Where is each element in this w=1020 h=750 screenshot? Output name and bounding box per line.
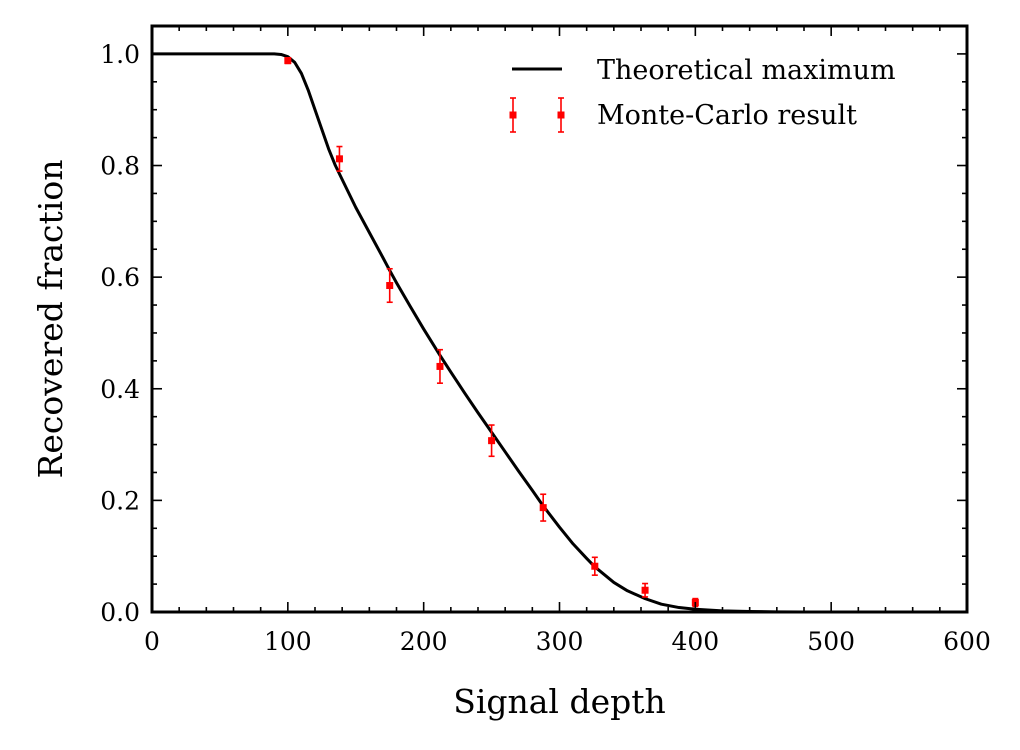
legend-marker [557, 111, 565, 119]
x-tick-label: 500 [807, 627, 855, 656]
y-tick-label: 0.8 [100, 152, 140, 181]
monte-carlo-point [641, 582, 649, 598]
monte-carlo-point [284, 57, 292, 65]
monte-carlo-point [335, 145, 343, 172]
monte-carlo-point [488, 424, 496, 458]
series-theoretical-maximum-line [152, 52, 967, 614]
data-point-marker [386, 282, 394, 290]
x-tick-label: 300 [536, 627, 584, 656]
data-point-marker [436, 362, 444, 370]
legend-label-theoretical: Theoretical maximum [597, 55, 896, 86]
data-point-marker [335, 155, 343, 163]
data-point-marker [641, 586, 649, 594]
x-tick-label: 600 [943, 627, 991, 656]
legend-label-monte-carlo: Monte-Carlo result [597, 100, 857, 131]
legend-marker [509, 111, 517, 119]
data-point-marker [488, 437, 496, 445]
legend-errorbar-swatch [509, 97, 565, 133]
y-tick-label: 1.0 [100, 40, 140, 69]
data-point-marker [539, 504, 547, 512]
x-tick-label: 200 [400, 627, 448, 656]
y-tick-label: 0.2 [100, 486, 140, 515]
y-tick-label: 0.4 [100, 375, 140, 404]
x-tick-label: 100 [264, 627, 312, 656]
y-tick-label: 0.6 [100, 263, 140, 292]
monte-carlo-point [591, 556, 599, 576]
y-tick-label: 0.0 [100, 598, 140, 627]
x-tick-label: 400 [671, 627, 719, 656]
y-axis-label: Recovered fraction [31, 160, 70, 479]
plot-frame [150, 24, 969, 614]
x-axis-label: Signal depth [453, 682, 666, 721]
plot-marks [152, 52, 967, 614]
monte-carlo-point [539, 493, 547, 522]
legend: Theoretical maximum Monte-Carlo result [509, 55, 896, 133]
x-tick-label: 0 [144, 627, 160, 656]
data-point-marker [284, 57, 292, 65]
tick-labels: 0 100 200 300 400 500 600 0.0 0.2 0.4 0.6 0.8 1.0 [100, 40, 991, 656]
monte-carlo-point [386, 267, 394, 304]
data-point-marker [591, 562, 599, 570]
monte-carlo-point [436, 348, 444, 384]
